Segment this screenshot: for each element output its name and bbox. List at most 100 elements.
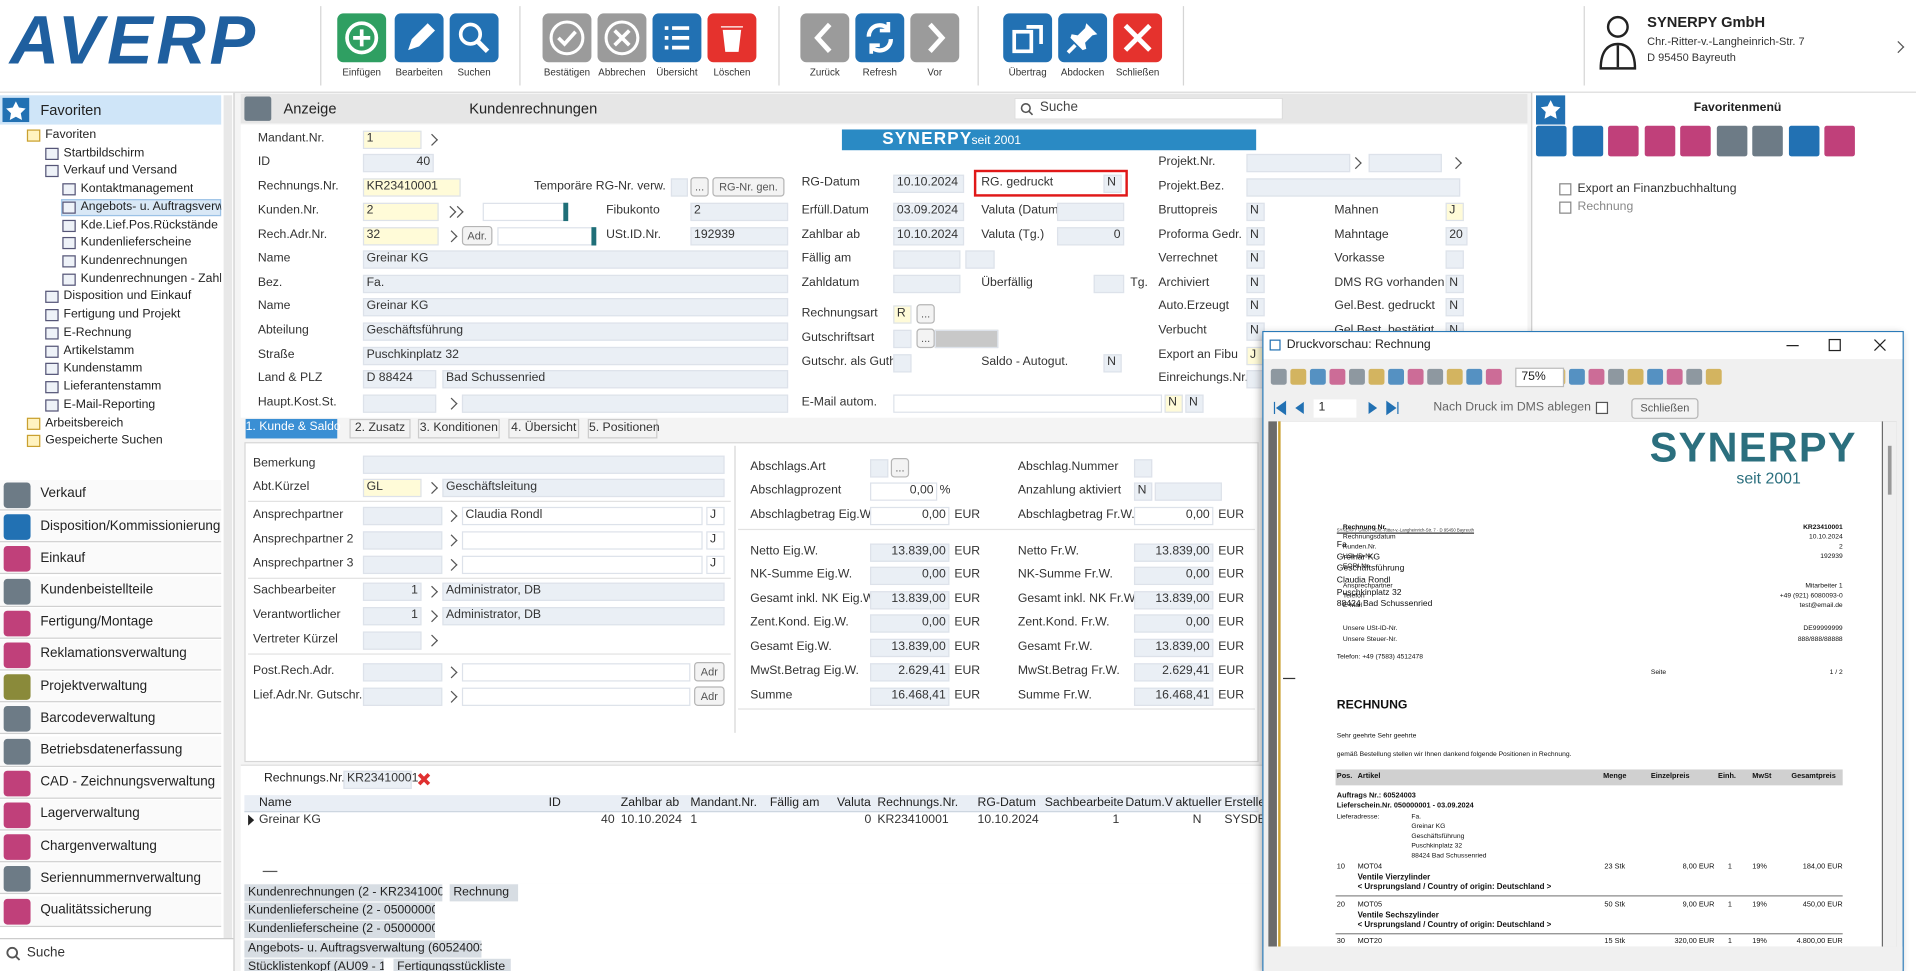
tab[interactable]: 4. Übersicht	[508, 418, 580, 439]
input-field[interactable]	[1133, 590, 1214, 609]
toolbar-icon[interactable]	[1002, 12, 1053, 63]
favorite-item[interactable]: Rechnung	[1577, 200, 1634, 214]
input-field[interactable]	[706, 506, 725, 525]
tool-icon[interactable]	[1427, 368, 1444, 385]
module-button[interactable]	[0, 511, 222, 543]
button[interactable]: Adr	[694, 686, 725, 706]
input-field[interactable]	[870, 566, 950, 585]
module-button[interactable]	[0, 767, 222, 799]
input-field[interactable]	[706, 530, 725, 550]
toolbar-icon[interactable]	[1112, 12, 1163, 63]
tool-icon[interactable]	[1588, 368, 1605, 385]
input-field[interactable]	[1056, 226, 1125, 245]
tool-icon[interactable]	[1686, 368, 1703, 385]
input-field[interactable]	[870, 458, 889, 477]
input-field[interactable]	[893, 174, 965, 193]
module-label[interactable]: Lagerverwaltung	[40, 806, 140, 822]
toolbar-icon[interactable]	[448, 12, 499, 63]
input-field[interactable]	[1154, 481, 1222, 501]
button[interactable]: ...	[690, 177, 709, 197]
module-button[interactable]	[0, 575, 222, 607]
tree-item[interactable]: Fertigung und Projekt	[63, 307, 181, 322]
tree-item[interactable]: Startbildschirm	[63, 146, 145, 161]
window-tab[interactable]: Stücklistenkopf (AU09 - 1)	[244, 958, 384, 971]
input-field[interactable]	[1445, 249, 1464, 269]
input-field[interactable]	[1133, 542, 1214, 562]
module-label[interactable]: Barcodeverwaltung	[40, 710, 156, 726]
tree-item[interactable]: Gespeicherte Suchen	[45, 433, 163, 448]
tab[interactable]: 2. Zusatz	[349, 418, 411, 439]
input-field[interactable]	[1133, 506, 1214, 525]
input-field[interactable]	[1164, 393, 1183, 413]
button[interactable]: Schließen	[1631, 397, 1699, 419]
module-label[interactable]: Fertigung/Montage	[40, 614, 154, 630]
favorite-icon[interactable]	[1644, 125, 1675, 157]
input-field[interactable]	[893, 274, 961, 293]
module-label[interactable]: Verkauf	[40, 486, 86, 502]
input-field[interactable]	[1103, 353, 1122, 372]
tool-icon[interactable]	[1485, 368, 1502, 385]
tree-item[interactable]: Artikelstamm	[63, 344, 135, 358]
input-field[interactable]	[1445, 274, 1464, 293]
input-field[interactable]	[362, 153, 434, 172]
tree-item[interactable]: Lieferantenstamm	[63, 379, 162, 394]
input-field[interactable]	[442, 478, 725, 497]
button[interactable]: ...	[890, 458, 910, 478]
button[interactable]: RG-Nr. gen.	[712, 177, 785, 197]
input-field[interactable]	[934, 329, 999, 348]
input-field[interactable]	[870, 481, 938, 501]
input-field[interactable]	[1246, 249, 1265, 269]
page-input[interactable]	[1313, 399, 1357, 418]
input-field[interactable]	[893, 353, 912, 372]
module-label[interactable]: Betriebsdatenerfassung	[40, 742, 183, 758]
module-label[interactable]: Kundenbeistellteile	[40, 582, 154, 598]
input-field[interactable]	[362, 687, 443, 706]
tool-icon[interactable]	[1608, 368, 1624, 385]
favorite-icon[interactable]	[1716, 125, 1747, 157]
input-field[interactable]	[461, 662, 691, 681]
toolbar-icon[interactable]	[799, 12, 850, 63]
input-field[interactable]	[1185, 393, 1204, 413]
tree-item[interactable]: E-Mail-Reporting	[63, 398, 156, 412]
input-field[interactable]	[461, 555, 703, 574]
input-field[interactable]	[362, 297, 789, 316]
tree-item[interactable]: Kde.Lief.Pos.Rückstände	[80, 218, 218, 233]
module-label[interactable]: Chargenverwaltung	[40, 838, 157, 854]
button[interactable]: Adr	[694, 661, 725, 682]
input-field[interactable]	[893, 329, 912, 348]
module-button[interactable]	[0, 895, 222, 927]
tool-icon[interactable]	[1568, 368, 1585, 385]
tool-icon[interactable]	[1666, 368, 1683, 385]
input-field[interactable]	[1246, 153, 1351, 172]
input-field[interactable]	[893, 304, 912, 324]
module-button[interactable]	[0, 640, 222, 671]
module-label[interactable]: Seriennummernverwaltung	[40, 870, 201, 886]
module-button[interactable]	[0, 735, 222, 767]
window-tab[interactable]: Kundenrechnungen (2 - KR23410001)	[244, 884, 443, 902]
input-field[interactable]	[461, 393, 789, 413]
toolbar-icon[interactable]	[854, 12, 905, 63]
module-button[interactable]	[0, 703, 222, 735]
input-field[interactable]	[362, 555, 443, 574]
zoom-select[interactable]	[1515, 367, 1565, 388]
module-label[interactable]: Reklamationsverwaltung	[40, 646, 187, 662]
button[interactable]: Adr.	[461, 225, 493, 246]
tool-icon[interactable]	[1466, 368, 1483, 385]
toolbar-icon[interactable]	[651, 12, 702, 63]
input-field[interactable]	[870, 662, 950, 681]
module-button[interactable]	[0, 671, 222, 703]
input-field[interactable]	[870, 687, 950, 706]
module-button[interactable]	[0, 543, 222, 575]
clear-icon[interactable]	[417, 772, 432, 787]
input-field[interactable]	[442, 369, 789, 388]
toolbar-icon[interactable]	[596, 12, 647, 63]
window-tab[interactable]: Angebots- u. Auftragsverwaltung (6052400…	[244, 940, 482, 958]
input-field[interactable]	[362, 630, 422, 650]
tab[interactable]: 1. Kunde & Saldo	[245, 418, 341, 439]
input-field[interactable]	[461, 530, 703, 550]
tree-item[interactable]: Kundenrechnungen - Zahl	[80, 272, 222, 286]
module-button[interactable]	[0, 863, 222, 895]
input-field[interactable]	[1093, 274, 1125, 293]
input-field[interactable]	[1246, 226, 1265, 245]
input-field[interactable]	[442, 606, 725, 625]
